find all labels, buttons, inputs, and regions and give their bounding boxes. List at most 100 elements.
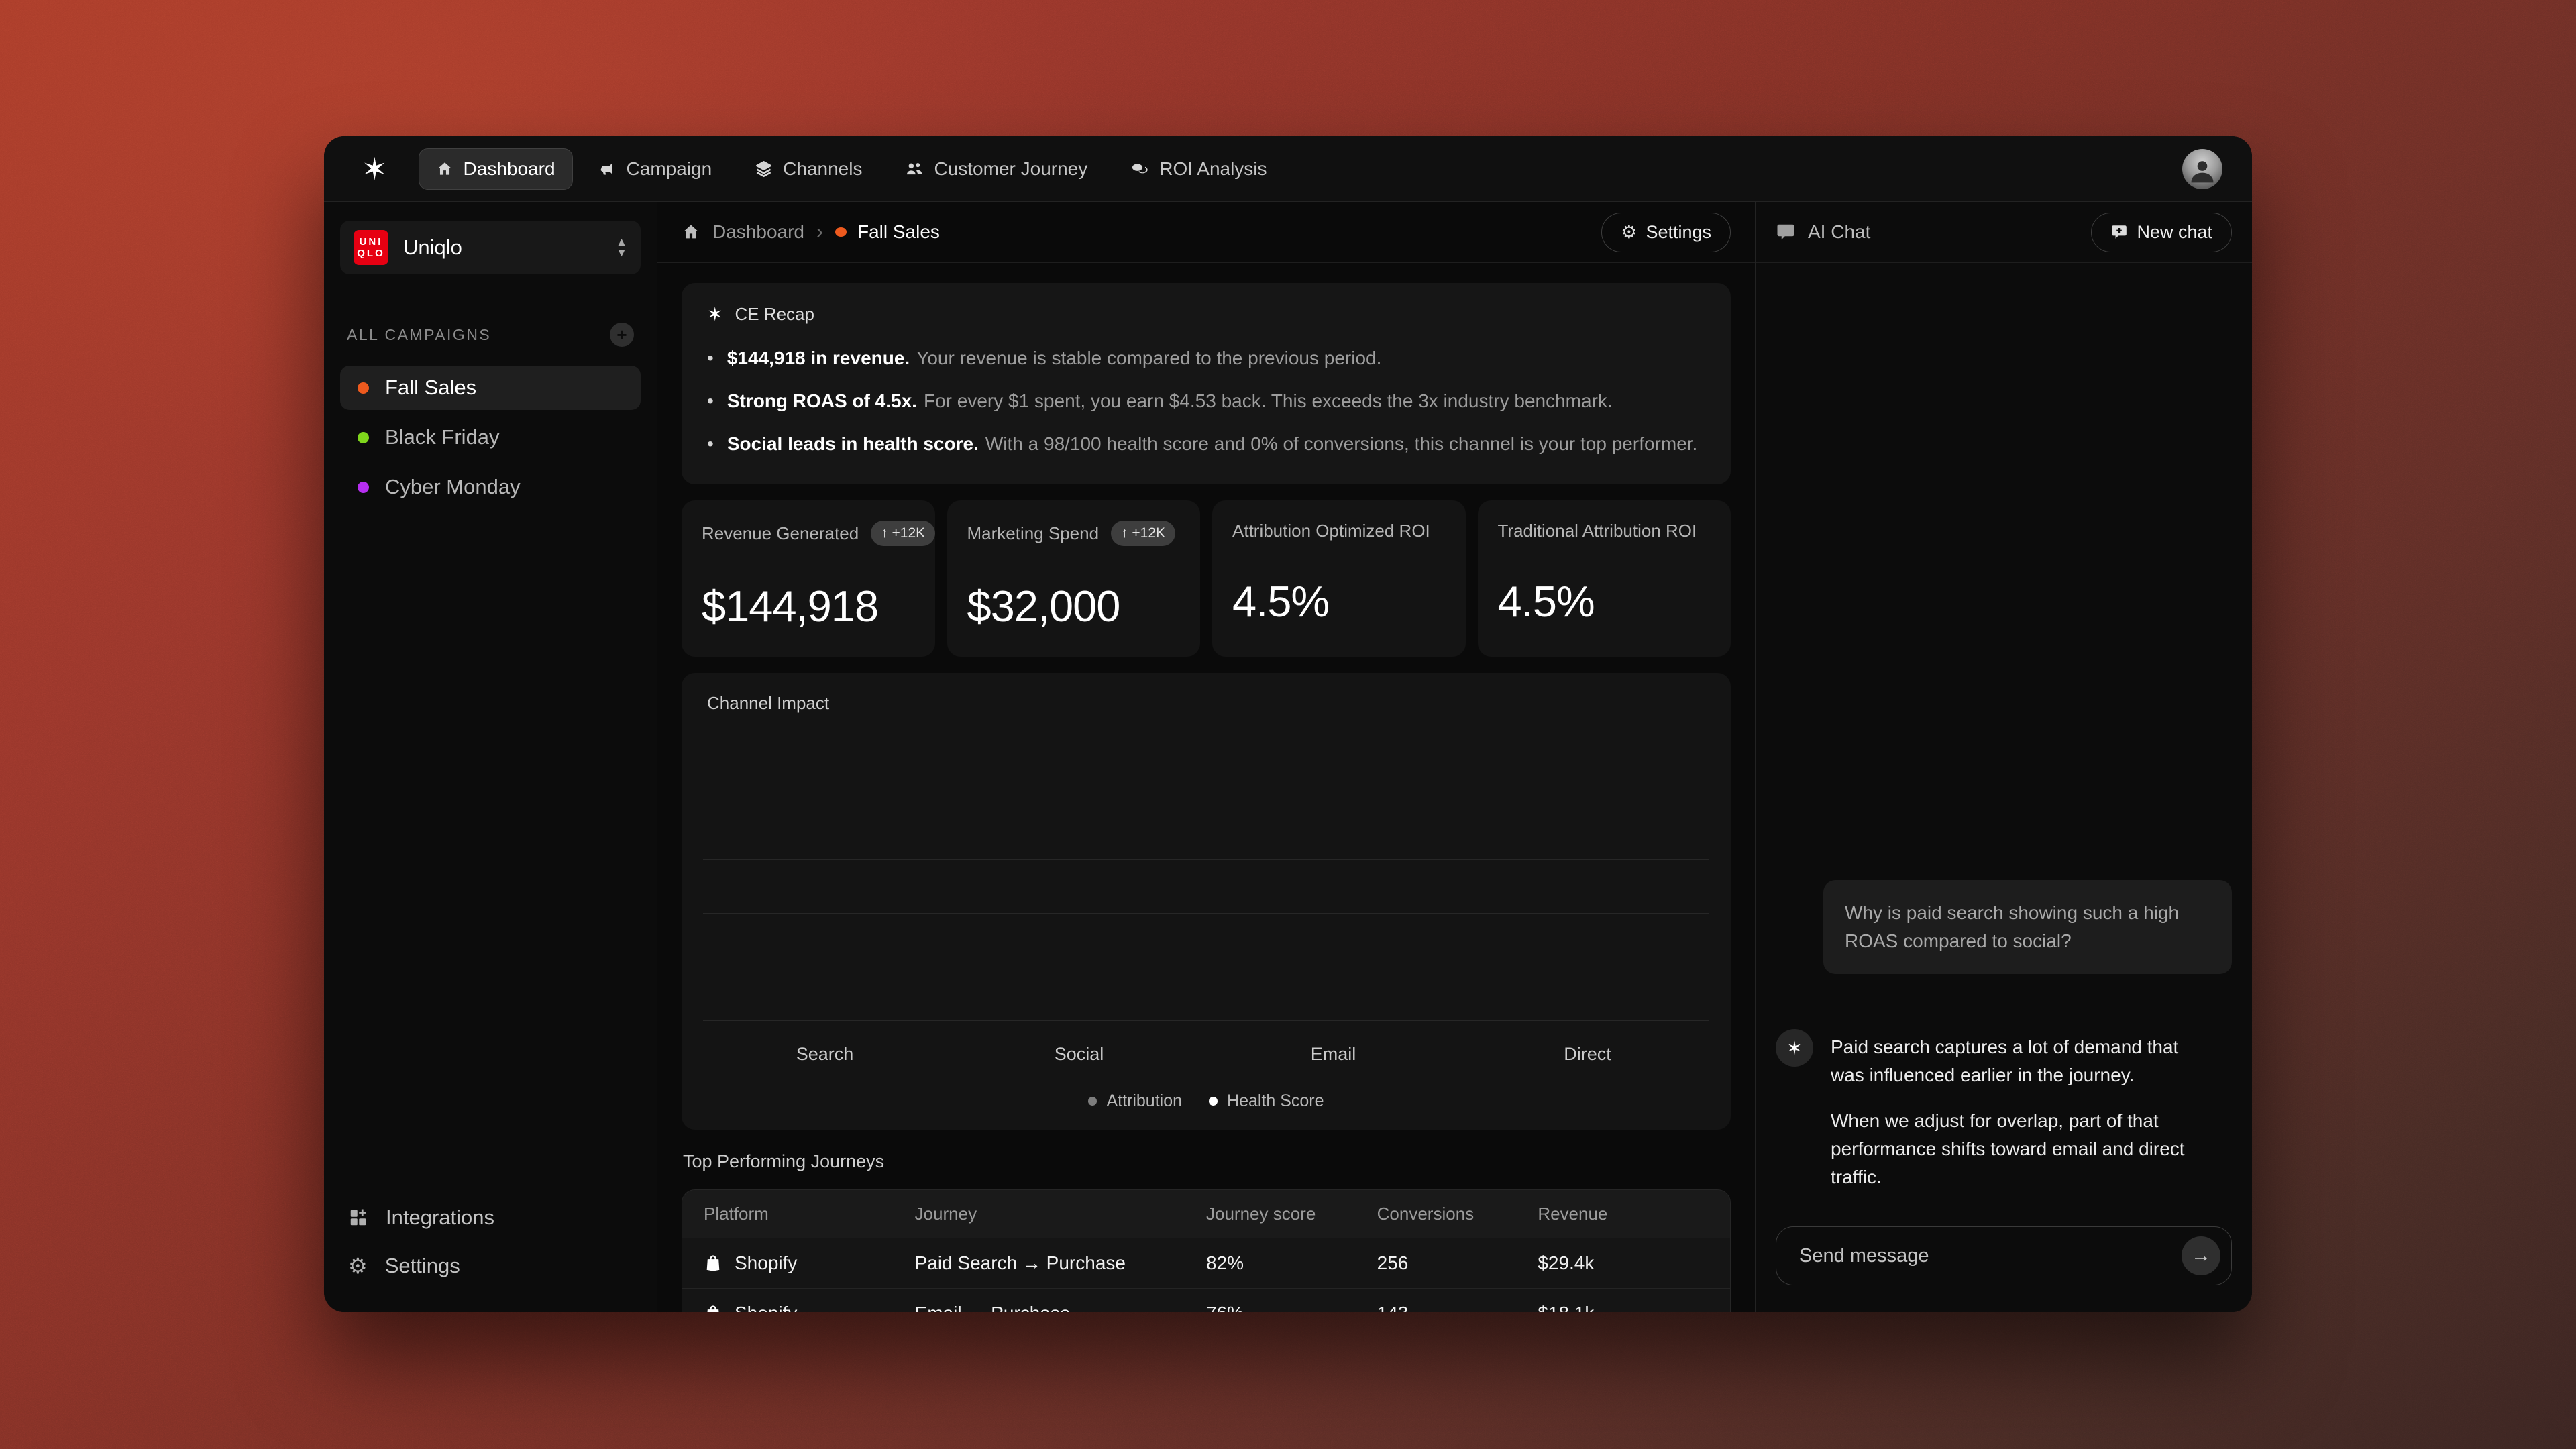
recap-bullet-rest: Your revenue is stable compared to the p… bbox=[916, 347, 1382, 368]
uniqlo-logo-line1: UNI bbox=[359, 235, 383, 248]
campaigns-section-label: ALL CAMPAIGNS bbox=[347, 325, 492, 343]
campaign-dot bbox=[358, 431, 369, 443]
campaign-dot bbox=[358, 481, 369, 493]
kpi-value: $32,000 bbox=[967, 582, 1121, 631]
table-header-row: Platform Journey Journey score Conversio… bbox=[682, 1190, 1730, 1239]
coins-icon bbox=[1130, 160, 1149, 178]
journey-conversions: 256 bbox=[1377, 1252, 1409, 1274]
kpi-value: $144,918 bbox=[702, 582, 879, 631]
x-axis-label: Search bbox=[796, 1044, 854, 1065]
kpi-card-traditional-roi: Traditional Attribution ROI 4.5% bbox=[1477, 500, 1731, 657]
settings-button[interactable]: ⚙ Settings bbox=[1601, 212, 1731, 252]
recap-bullet-bold: Strong ROAS of 4.5x. bbox=[727, 390, 917, 411]
people-icon bbox=[905, 160, 924, 178]
layers-icon bbox=[755, 160, 773, 178]
add-campaign-button[interactable]: + bbox=[610, 323, 634, 347]
nav-tab-label: ROI Analysis bbox=[1159, 158, 1267, 179]
recap-bullet-rest: For every $1 spent, you earn $4.53 back.… bbox=[923, 390, 1613, 411]
table-row[interactable]: Shopify Email → Purchase 76% 143 $18.1k bbox=[682, 1289, 1730, 1312]
sidebar: UNI QLO Uniqlo ▲ ▼ ALL CAMPAIGNS + Fall S… bbox=[324, 202, 657, 1312]
chat-messages: Why is paid search showing such a high R… bbox=[1756, 263, 2252, 1209]
arrow-right-icon: → bbox=[2191, 1244, 2211, 1267]
campaign-item-fall-sales[interactable]: Fall Sales bbox=[340, 366, 641, 410]
table-row[interactable]: Shopify Paid Search → Purchase 82% 256 $… bbox=[682, 1238, 1730, 1289]
journey-conversions: 143 bbox=[1377, 1303, 1538, 1312]
user-avatar[interactable] bbox=[2182, 148, 2222, 189]
journey-score: 82% bbox=[1205, 1252, 1244, 1274]
kpi-row: Revenue Generated ↑ +12K $144,918 Market… bbox=[682, 500, 1731, 657]
channel-impact-chart-card: Channel Impact bbox=[682, 673, 1731, 1130]
settings-button-label: Settings bbox=[1646, 221, 1711, 242]
ai-chat-panel: AI Chat New chat Why is paid search show… bbox=[1755, 202, 2252, 1312]
column-header: Journey score bbox=[1205, 1203, 1316, 1224]
column-header: Platform bbox=[704, 1203, 769, 1224]
assistant-paragraph: When we adjust for overlap, part of that… bbox=[1831, 1110, 2185, 1187]
chat-bubble-icon bbox=[1776, 222, 1796, 242]
recap-bullet-rest: With a 98/100 health score and 0% of con… bbox=[985, 433, 1698, 454]
kpi-value: 4.5% bbox=[1232, 577, 1330, 627]
campaign-label: Cyber Monday bbox=[385, 475, 521, 498]
sidebar-item-settings[interactable]: ⚙ Settings bbox=[340, 1246, 641, 1285]
nav-tab-roi-analysis[interactable]: ROI Analysis bbox=[1113, 148, 1284, 190]
chat-input-bar: → bbox=[1776, 1226, 2232, 1285]
sidebar-item-label: Integrations bbox=[386, 1205, 494, 1229]
assistant-paragraph: Paid search captures a lot of demand tha… bbox=[1831, 1036, 2179, 1085]
kpi-trend-badge: ↑ +12K bbox=[1111, 521, 1176, 547]
app-logo-star-icon: ✶ bbox=[362, 151, 388, 186]
nav-tab-label: Customer Journey bbox=[934, 158, 1088, 179]
nav-tab-label: Dashboard bbox=[463, 158, 555, 179]
kpi-trend-badge: ↑ +12K bbox=[871, 521, 936, 547]
campaign-item-black-friday[interactable]: Black Friday bbox=[340, 415, 641, 460]
dashboard-scroll-area[interactable]: ✶ CE Recap • $144,918 in revenue. Your re… bbox=[657, 263, 1755, 1312]
chart-legend: Attribution Health Score bbox=[707, 1091, 1705, 1111]
send-message-button[interactable]: → bbox=[2182, 1236, 2220, 1275]
nav-tab-label: Campaign bbox=[626, 158, 712, 179]
workspace-selector[interactable]: UNI QLO Uniqlo ▲ ▼ bbox=[340, 221, 641, 274]
platform-name: Shopify bbox=[735, 1303, 797, 1312]
main-nav: Dashboard Campaign Channels Customer Jou… bbox=[418, 148, 1285, 190]
chat-message-input[interactable] bbox=[1798, 1244, 2182, 1268]
journeys-table: Platform Journey Journey score Conversio… bbox=[682, 1189, 1731, 1312]
kpi-card-attribution-roi: Attribution Optimized ROI 4.5% bbox=[1212, 500, 1466, 657]
sparkle-star-icon: ✶ bbox=[707, 304, 723, 325]
uniqlo-logo-line2: QLO bbox=[357, 248, 385, 259]
kpi-label: Marketing Spend bbox=[967, 523, 1099, 543]
new-chat-button[interactable]: New chat bbox=[2091, 212, 2232, 252]
recap-title: CE Recap bbox=[735, 304, 814, 324]
nav-tab-dashboard[interactable]: Dashboard bbox=[418, 148, 573, 190]
kpi-label: Attribution Optimized ROI bbox=[1232, 521, 1430, 541]
chat-header: AI Chat New chat bbox=[1756, 202, 2252, 263]
legend-health-score: Health Score bbox=[1209, 1091, 1324, 1111]
x-axis-label: Social bbox=[1054, 1044, 1104, 1065]
main-content: Dashboard › Fall Sales ⚙ Settings ✶ bbox=[657, 202, 1755, 1312]
bullet-glyph: • bbox=[707, 433, 714, 454]
nav-tab-campaign[interactable]: Campaign bbox=[581, 148, 730, 190]
top-nav-bar: ✶ Dashboard Campaign Channels bbox=[324, 136, 2252, 202]
column-header: Conversions bbox=[1377, 1203, 1474, 1224]
gear-icon: ⚙ bbox=[348, 1254, 368, 1278]
app-window: ✶ Dashboard Campaign Channels bbox=[324, 136, 2252, 1312]
nav-tab-channels[interactable]: Channels bbox=[737, 148, 879, 190]
sidebar-item-label: Settings bbox=[384, 1254, 460, 1277]
campaign-dot bbox=[835, 227, 847, 237]
breadcrumb: Dashboard › Fall Sales bbox=[682, 221, 940, 244]
nav-tab-customer-journey[interactable]: Customer Journey bbox=[888, 148, 1105, 190]
gear-icon: ⚙ bbox=[1621, 221, 1638, 242]
legend-dot bbox=[1088, 1097, 1097, 1106]
bullet-glyph: • bbox=[707, 347, 714, 368]
recap-bullet-bold: $144,918 in revenue. bbox=[727, 347, 910, 368]
breadcrumb-dashboard[interactable]: Dashboard bbox=[712, 221, 804, 242]
sidebar-item-integrations[interactable]: Integrations bbox=[340, 1198, 641, 1237]
campaign-label: Fall Sales bbox=[385, 376, 477, 399]
campaign-list: Fall Sales Black Friday Cyber Monday bbox=[340, 366, 641, 509]
shopify-bag-icon bbox=[704, 1254, 722, 1273]
column-header: Revenue bbox=[1538, 1203, 1608, 1224]
kpi-card-revenue: Revenue Generated ↑ +12K $144,918 bbox=[682, 500, 936, 657]
recap-bullet: • Social leads in health score. With a 98… bbox=[707, 431, 1705, 457]
gridline bbox=[703, 913, 1709, 914]
kpi-value: 4.5% bbox=[1497, 577, 1595, 627]
campaign-item-cyber-monday[interactable]: Cyber Monday bbox=[340, 465, 641, 509]
megaphone-icon bbox=[598, 160, 616, 178]
recap-bullet: • $144,918 in revenue. Your revenue is st… bbox=[707, 345, 1705, 371]
recap-bullet: • Strong ROAS of 4.5x. For every $1 spent… bbox=[707, 388, 1705, 414]
